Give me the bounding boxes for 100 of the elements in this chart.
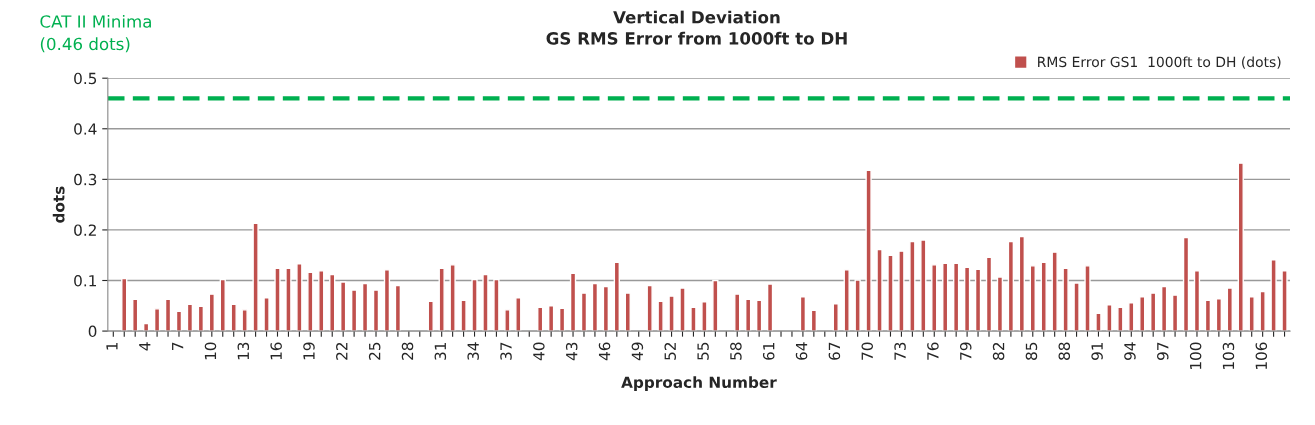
bar	[1106, 304, 1113, 332]
bar	[1073, 282, 1080, 332]
bar	[132, 298, 139, 332]
bar	[230, 303, 237, 332]
bar	[1248, 295, 1255, 332]
bar	[219, 278, 226, 332]
bar	[734, 293, 741, 332]
bar	[350, 289, 358, 332]
bar	[690, 306, 697, 332]
bar	[537, 306, 544, 332]
bar	[909, 240, 916, 332]
bar	[1084, 265, 1091, 332]
bar	[504, 309, 511, 332]
y-axis-title: dots	[52, 186, 65, 223]
bar	[931, 264, 938, 332]
bar	[449, 264, 456, 332]
y-tick-label: 0.4	[74, 123, 97, 135]
x-tick-label: 82	[992, 343, 1005, 360]
bar	[613, 261, 620, 332]
x-tick-label: 91	[1091, 342, 1103, 360]
bar	[1270, 259, 1277, 332]
chart-title: Vertical Deviation GS RMS Error from 1000ft to DH	[546, 10, 847, 45]
x-tick-label: 31	[434, 342, 447, 360]
bar	[274, 267, 281, 332]
x-tick-label: 61	[762, 342, 775, 360]
bar	[701, 301, 708, 332]
bar	[996, 276, 1004, 332]
x-tick-label: 103	[1222, 342, 1235, 369]
bar	[252, 222, 259, 332]
bar	[745, 298, 752, 332]
bar	[460, 299, 467, 332]
bar	[164, 298, 172, 332]
bar	[887, 254, 894, 332]
bar	[1051, 251, 1058, 332]
bar	[1193, 270, 1201, 332]
x-tick-label: 46	[598, 342, 611, 361]
bar	[898, 250, 905, 332]
bar	[1018, 235, 1025, 332]
bar	[985, 256, 993, 332]
y-tick-label: 0	[88, 325, 97, 338]
x-tick-label: 97	[1157, 342, 1169, 360]
bar	[208, 293, 215, 332]
x-tick-label: 19	[303, 342, 315, 360]
bar	[1095, 312, 1102, 332]
x-tick-label: 28	[401, 342, 414, 360]
bar	[296, 263, 303, 332]
x-tick-label: 37	[500, 342, 512, 360]
bar	[175, 310, 183, 332]
x-tick-label: 76	[927, 342, 939, 360]
x-tick-label: 52	[664, 343, 676, 360]
bar	[329, 273, 336, 332]
x-tick-label: 16	[270, 342, 282, 360]
x-tick-label: 10	[204, 342, 217, 360]
bar	[361, 282, 369, 332]
bar	[394, 284, 402, 332]
bar	[1204, 299, 1212, 332]
x-tick-label: 25	[368, 342, 381, 360]
bar	[558, 307, 566, 332]
x-tick-label: 79	[959, 342, 972, 360]
bar	[865, 169, 872, 332]
bar	[1171, 294, 1179, 332]
x-tick-label: 73	[894, 342, 906, 360]
x-tick-label: 40	[533, 342, 545, 361]
bar	[810, 309, 818, 332]
bar	[854, 279, 861, 332]
bar	[1150, 292, 1157, 332]
bar	[569, 272, 577, 332]
bar	[372, 289, 380, 332]
bar	[1128, 302, 1135, 332]
bar	[799, 295, 807, 332]
x-tick-label: 49	[631, 342, 644, 361]
bar	[383, 269, 391, 332]
bar	[646, 284, 653, 332]
bar	[1281, 270, 1288, 332]
x-tick-label: 64	[795, 342, 808, 360]
bar	[679, 287, 686, 332]
bar	[186, 303, 194, 332]
bar	[515, 297, 522, 332]
bar	[602, 285, 610, 332]
bar	[197, 305, 205, 332]
bar	[942, 262, 949, 332]
x-tick-label: 106	[1255, 342, 1268, 369]
y-tick-label: 0.1	[74, 274, 96, 287]
ref-line-label: CAT II Minima (0.46 dots)	[40, 14, 151, 53]
bar	[832, 303, 839, 332]
bar	[438, 267, 445, 332]
bar	[121, 277, 128, 332]
bar	[1007, 240, 1015, 332]
bar	[591, 282, 599, 332]
x-tick-label: 4	[139, 342, 151, 351]
x-tick-label: 88	[1058, 342, 1071, 360]
bar	[1139, 295, 1146, 332]
bar	[547, 305, 555, 332]
bar	[1062, 267, 1069, 332]
bar	[952, 262, 960, 332]
y-tick-label: 0.2	[74, 224, 96, 236]
x-tick-label: 7	[172, 342, 184, 350]
bar	[668, 295, 675, 332]
bar	[482, 273, 489, 332]
bar	[1215, 298, 1223, 332]
